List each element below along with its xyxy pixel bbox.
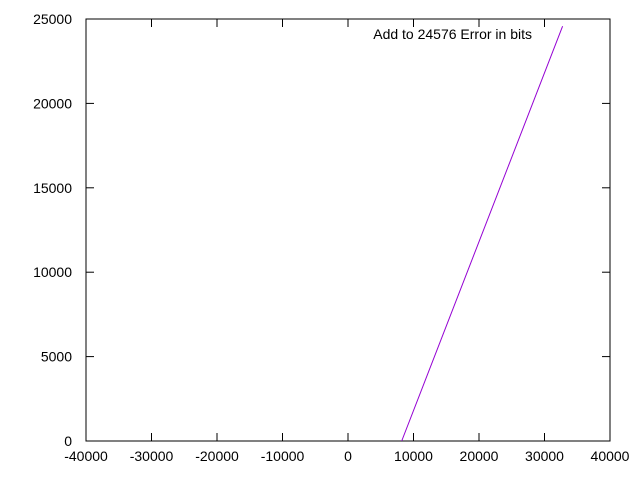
- x-tick-label: -10000: [261, 448, 305, 464]
- y-tick-label: 25000: [33, 11, 72, 27]
- y-axis-ticks: 0 5000 10000 15000 20000 25000: [33, 11, 610, 449]
- y-tick-label: 10000: [33, 264, 72, 280]
- x-tick-label: -30000: [130, 448, 174, 464]
- series-layer: [401, 26, 564, 442]
- series-line: [401, 26, 564, 442]
- plot-frame: [85, 18, 611, 442]
- x-tick-label: -40000: [64, 448, 108, 464]
- x-tick-label: 30000: [525, 448, 564, 464]
- x-tick-label: 40000: [591, 448, 630, 464]
- x-tick-label: 20000: [460, 448, 499, 464]
- y-tick-label: 15000: [33, 180, 72, 196]
- x-axis-ticks: -40000 -30000 -20000 -10000 0 10000 20000 30000…: [64, 19, 630, 464]
- x-tick-label: 10000: [394, 448, 433, 464]
- y-tick-label: 0: [64, 433, 72, 449]
- legend-series-label: Add to 24576 Error in bits: [373, 26, 532, 42]
- x-tick-label: -20000: [195, 448, 239, 464]
- x-tick-label: 0: [344, 448, 352, 464]
- y-tick-label: 5000: [41, 349, 72, 365]
- y-tick-label: 20000: [33, 95, 72, 111]
